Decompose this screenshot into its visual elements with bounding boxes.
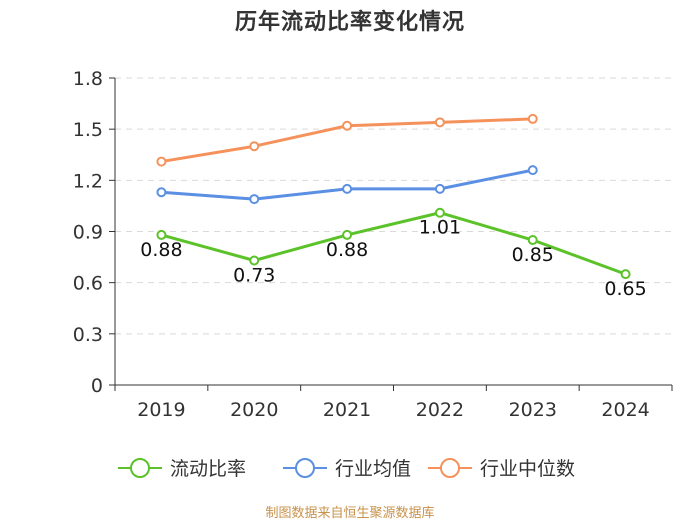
data-label: 0.73 [233,264,275,286]
series-lines [156,113,631,280]
data-label: 0.88 [326,239,368,261]
data-point[interactable] [342,120,353,131]
y-tick-label: 0.9 [73,222,103,244]
series-line [161,211,627,276]
data-point[interactable] [249,255,260,266]
data-point[interactable] [249,194,260,205]
x-tick-label: 2022 [416,399,464,421]
data-point[interactable] [620,269,631,280]
data-label: 0.88 [140,239,182,261]
data-point[interactable] [527,113,538,124]
data-label: 0.65 [604,278,646,300]
legend-item[interactable]: 行业均值 [283,458,411,480]
x-tick-label: 2023 [509,399,557,421]
legend[interactable]: 流动比率 行业均值 行业中位数 [118,458,575,480]
x-tick-label: 2019 [137,399,185,421]
y-tick-label: 0 [91,375,103,397]
data-point[interactable] [434,183,445,194]
y-tick-label: 0.3 [73,324,103,346]
x-tick-label: 2021 [323,399,371,421]
data-labels: 0.88 0.73 0.88 1.01 0.85 0.65 [140,217,646,300]
legend-item[interactable]: 行业中位数 [428,458,575,480]
axes: 0 0.3 0.6 0.9 1.2 1.5 1.8 2019 2020 2021 2022 2023 2… [73,68,673,421]
data-label: 0.85 [512,244,554,266]
legend-marker-icon [440,458,460,478]
legend-marker-icon [130,458,150,478]
x-tick-label: 2024 [601,399,649,421]
y-tick-label: 1.5 [73,119,103,141]
legend-label: 行业均值 [335,458,411,480]
data-point[interactable] [527,235,538,246]
data-point[interactable] [342,183,353,194]
data-point[interactable] [156,156,167,167]
data-point[interactable] [434,117,445,128]
data-point[interactable] [342,229,353,240]
legend-item[interactable]: 流动比率 [118,458,246,480]
data-point[interactable] [249,141,260,152]
x-tick-label: 2020 [230,399,278,421]
data-label: 1.01 [419,217,461,239]
y-tick-label: 1.8 [73,68,103,90]
legend-marker-icon [295,458,315,478]
data-point[interactable] [527,165,538,176]
grid-lines [115,77,672,335]
data-point[interactable] [156,229,167,240]
y-tick-label: 0.6 [73,273,103,295]
legend-label: 行业中位数 [480,458,575,480]
chart-title: 历年流动比率变化情况 [234,10,465,35]
data-point[interactable] [434,207,445,218]
y-tick-label: 1.2 [73,170,103,192]
source-note: 制图数据来自恒生聚源数据库 [265,506,435,521]
legend-label: 流动比率 [170,458,246,480]
data-point[interactable] [156,187,167,198]
